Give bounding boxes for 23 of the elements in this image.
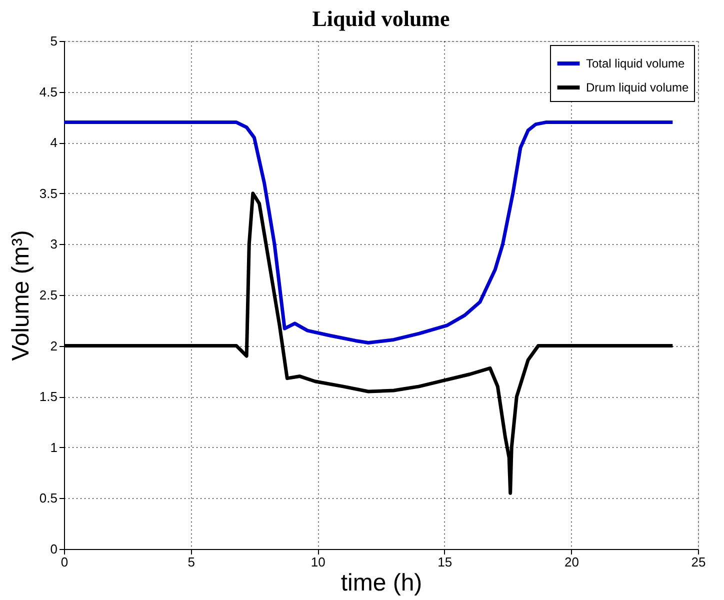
y-tick-label: 1 — [50, 440, 58, 455]
x-tick-label: 25 — [691, 554, 706, 570]
x-tick-label: 20 — [564, 554, 579, 570]
x-axis-title: time (h) — [340, 570, 422, 596]
line-series — [62, 120, 674, 344]
y-tick-label: 3 — [50, 236, 58, 252]
y-tick-label: 2.5 — [39, 288, 58, 302]
legend-label: Drum liquid volume — [586, 80, 690, 94]
y-tick-label: 2 — [50, 338, 58, 354]
x-tick-label: 10 — [310, 554, 326, 570]
y-tick-label: 1.5 — [39, 389, 58, 404]
y-axis-title: Volume (m³) — [7, 230, 34, 361]
y-tick-label: 0.5 — [39, 490, 58, 506]
y-tick-label: 5 — [50, 34, 58, 48]
chart-title: Liquid volume — [312, 6, 450, 31]
y-tick-label: 0 — [50, 542, 58, 556]
x-tick-label: 15 — [438, 554, 452, 570]
x-tick-label: 0 — [60, 554, 68, 570]
y-tick-label: 4.5 — [39, 84, 58, 100]
legend-label: Total liquid volume — [586, 56, 686, 70]
y-tick-label: 4 — [50, 135, 58, 150]
y-tick-label: 3.5 — [39, 186, 58, 201]
x-tick-label: 5 — [188, 554, 195, 570]
